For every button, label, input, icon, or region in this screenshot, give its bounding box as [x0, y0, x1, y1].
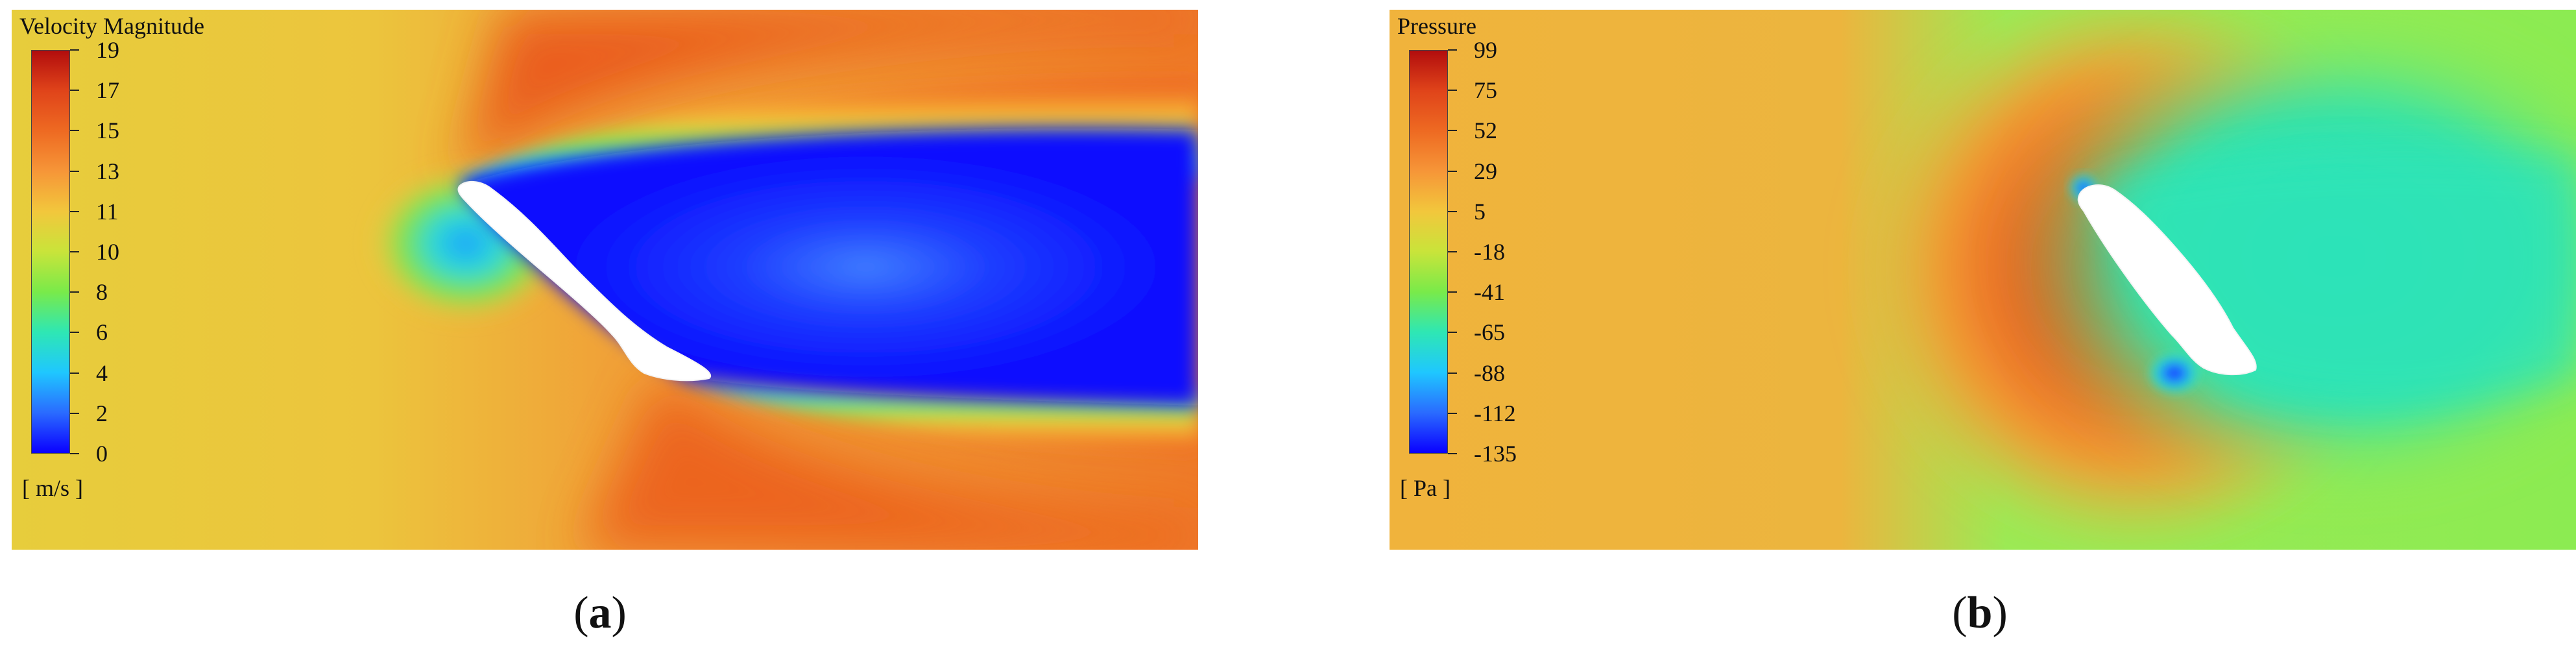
- colorbar-tick-label: 17: [96, 77, 119, 104]
- pressure-legend-title: Pressure: [1397, 13, 1476, 39]
- caption-a-letter: a: [588, 588, 612, 638]
- colorbar-tick-mark: [1448, 332, 1457, 334]
- velocity-colorbar: [31, 50, 70, 454]
- colorbar-tick-label: -88: [1474, 360, 1505, 386]
- colorbar-tick-mark: [70, 291, 79, 293]
- pressure-contour-panel: Pressure 99 75 52 29 5 -18 -41 -65 -88 -112 -135 […: [1390, 10, 2576, 550]
- colorbar-tick-mark: [1448, 453, 1457, 454]
- colorbar-tick-label: -65: [1474, 319, 1505, 346]
- colorbar-tick-label: 13: [96, 158, 119, 184]
- velocity-unit-label: [ m/s ]: [22, 475, 83, 501]
- pressure-unit-label: [ Pa ]: [1400, 475, 1451, 501]
- pressure-field-plot: [1390, 10, 2576, 550]
- velocity-contour-panel: Velocity Magnitude 19 17 15 13 11 10 8 6 4 2 0 [ m…: [12, 10, 1198, 550]
- caption-a: (a): [573, 587, 627, 639]
- colorbar-tick-mark: [70, 453, 79, 454]
- caption-a-open: (: [573, 588, 589, 638]
- colorbar-tick-mark: [1448, 90, 1457, 92]
- pressure-colorbar: [1409, 50, 1448, 454]
- colorbar-tick-label: 5: [1474, 198, 1486, 225]
- colorbar-tick-mark: [70, 90, 79, 92]
- velocity-legend-title: Velocity Magnitude: [19, 13, 204, 39]
- velocity-field-plot: [12, 10, 1198, 550]
- plate-body: [457, 181, 711, 382]
- colorbar-tick-label: 11: [96, 198, 119, 225]
- colorbar-tick-mark: [70, 412, 79, 414]
- plate-body: [2077, 184, 2257, 376]
- caption-b-close: ): [1992, 588, 2008, 638]
- colorbar-tick-mark: [70, 130, 79, 132]
- colorbar-tick-mark: [1448, 210, 1457, 212]
- colorbar-tick-label: 10: [96, 239, 119, 265]
- colorbar-tick-mark: [1448, 412, 1457, 414]
- caption-b: (b): [1952, 587, 2008, 639]
- colorbar-tick-label: 29: [1474, 158, 1497, 184]
- colorbar-tick-mark: [70, 210, 79, 212]
- colorbar-tick-label: -135: [1474, 441, 1517, 467]
- colorbar-tick-label: 99: [1474, 37, 1497, 63]
- colorbar-tick-mark: [1448, 130, 1457, 132]
- colorbar-tick-mark: [1448, 49, 1457, 51]
- colorbar-tick-mark: [70, 49, 79, 51]
- caption-b-open: (: [1952, 588, 1968, 638]
- colorbar-tick-label: 19: [96, 37, 119, 63]
- colorbar-tick-label: 4: [96, 360, 108, 386]
- colorbar-tick-label: 0: [96, 441, 108, 467]
- colorbar-tick-label: -112: [1474, 400, 1516, 426]
- colorbar-tick-mark: [70, 372, 79, 374]
- colorbar-tick-mark: [70, 251, 79, 252]
- colorbar-tick-label: 6: [96, 319, 108, 346]
- colorbar-tick-label: -18: [1474, 239, 1505, 265]
- colorbar-tick-label: -41: [1474, 279, 1505, 306]
- colorbar-tick-label: 52: [1474, 117, 1497, 144]
- colorbar-tick-label: 75: [1474, 77, 1497, 104]
- colorbar-tick-label: 2: [96, 400, 108, 426]
- colorbar-tick-mark: [1448, 251, 1457, 252]
- caption-b-letter: b: [1967, 588, 1993, 638]
- colorbar-tick-mark: [70, 332, 79, 334]
- colorbar-tick-mark: [1448, 170, 1457, 172]
- colorbar-tick-mark: [70, 170, 79, 172]
- caption-a-close: ): [611, 588, 627, 638]
- colorbar-tick-mark: [1448, 291, 1457, 293]
- colorbar-tick-mark: [1448, 372, 1457, 374]
- colorbar-tick-label: 8: [96, 279, 108, 306]
- colorbar-tick-label: 15: [96, 117, 119, 144]
